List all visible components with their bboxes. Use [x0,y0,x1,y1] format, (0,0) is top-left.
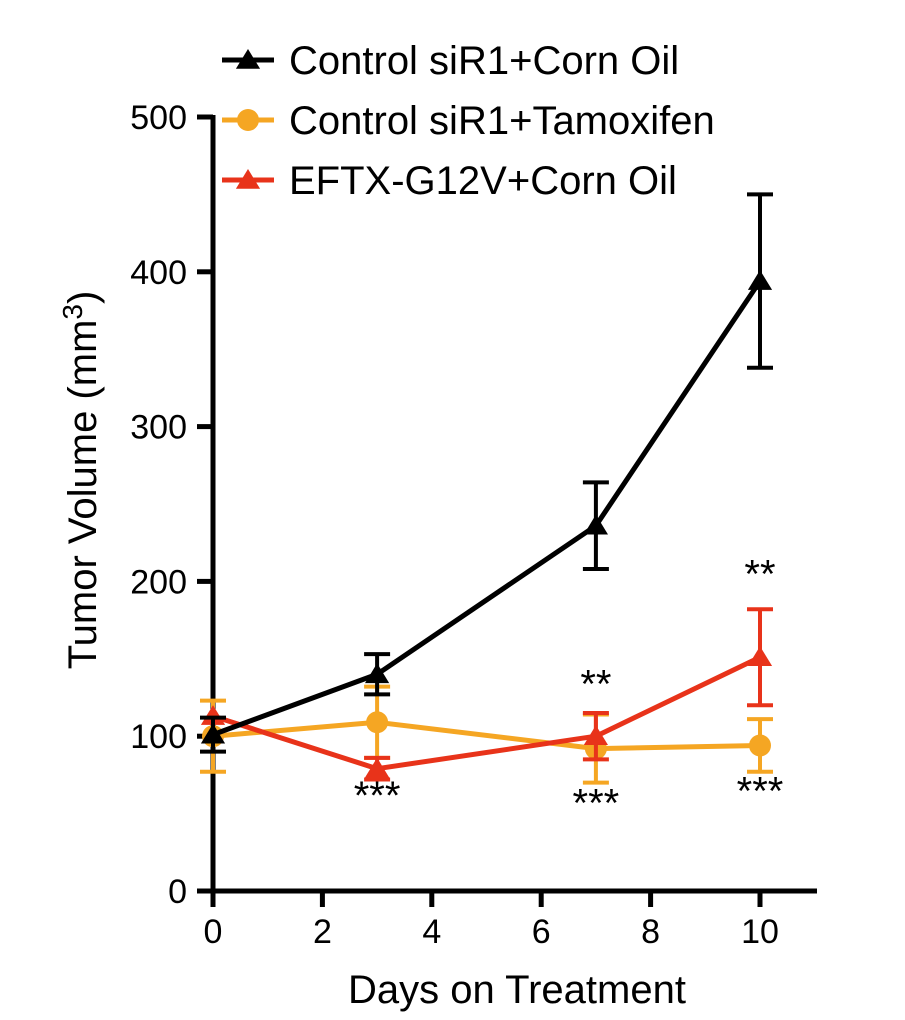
data-point [747,646,773,667]
y-axis-title-main: Tumor Volume (mm [61,320,105,670]
x-tick-label: 6 [532,913,551,951]
series-line [212,279,763,737]
legend-entry-2: EFTX-G12V+Corn Oil [222,159,677,203]
y-axis-title-superscript: 3 [57,304,88,320]
series-layer [200,192,773,785]
y-tick-label: 400 [130,254,187,292]
legend-label: EFTX-G12V+Corn Oil [289,159,677,203]
significance-label: *** [354,774,401,818]
data-point [747,270,773,290]
y-tick-label: 200 [130,563,187,601]
x-tick-label: 2 [313,913,332,951]
y-tick-label: 300 [130,409,187,447]
series-2 [200,607,773,782]
axes: 0 100 200 300 400 500 0 2 4 6 8 10 [130,99,817,951]
significance-label: ** [744,553,775,597]
data-point [583,725,608,745]
data-point [366,711,389,734]
data-point [749,734,771,757]
y-tick-label: 0 [168,873,187,911]
x-tick-label: 4 [422,913,441,951]
significance-label: *** [737,769,784,813]
data-point [365,757,390,778]
data-point [365,663,390,684]
x-tick-label: 10 [741,913,779,951]
y-axis-title: Tumor Volume (mm3) [57,291,105,670]
legend-label: Control siR1+Corn Oil [289,39,679,83]
data-point [583,514,608,535]
series-0 [200,192,773,754]
significance-label: ** [580,663,611,707]
series-line [212,719,761,752]
legend-marker [235,49,261,69]
series-line [212,654,762,772]
legend-label: Control siR1+Tamoxifen [289,99,715,143]
legend-entry-1: Control siR1+Tamoxifen [222,99,715,143]
annotations: ************* [354,553,784,826]
legend-marker [237,109,259,131]
data-point [200,723,226,744]
x-tick-label: 0 [204,913,223,951]
legend-entry-0: Control siR1+Corn Oil [222,39,679,83]
series-1 [200,684,773,785]
x-tick-label: 8 [641,913,660,951]
y-tick-label: 500 [130,99,187,137]
y-tick-label: 100 [130,718,187,756]
x-axis-title: Days on Treatment [348,968,686,1012]
significance-label: *** [573,782,620,826]
legend-marker [235,169,261,189]
legend: Control siR1+Corn Oil Control siR1+Tamoxi… [222,39,715,203]
y-axis-title-close: ) [61,291,105,304]
data-point [200,705,226,725]
